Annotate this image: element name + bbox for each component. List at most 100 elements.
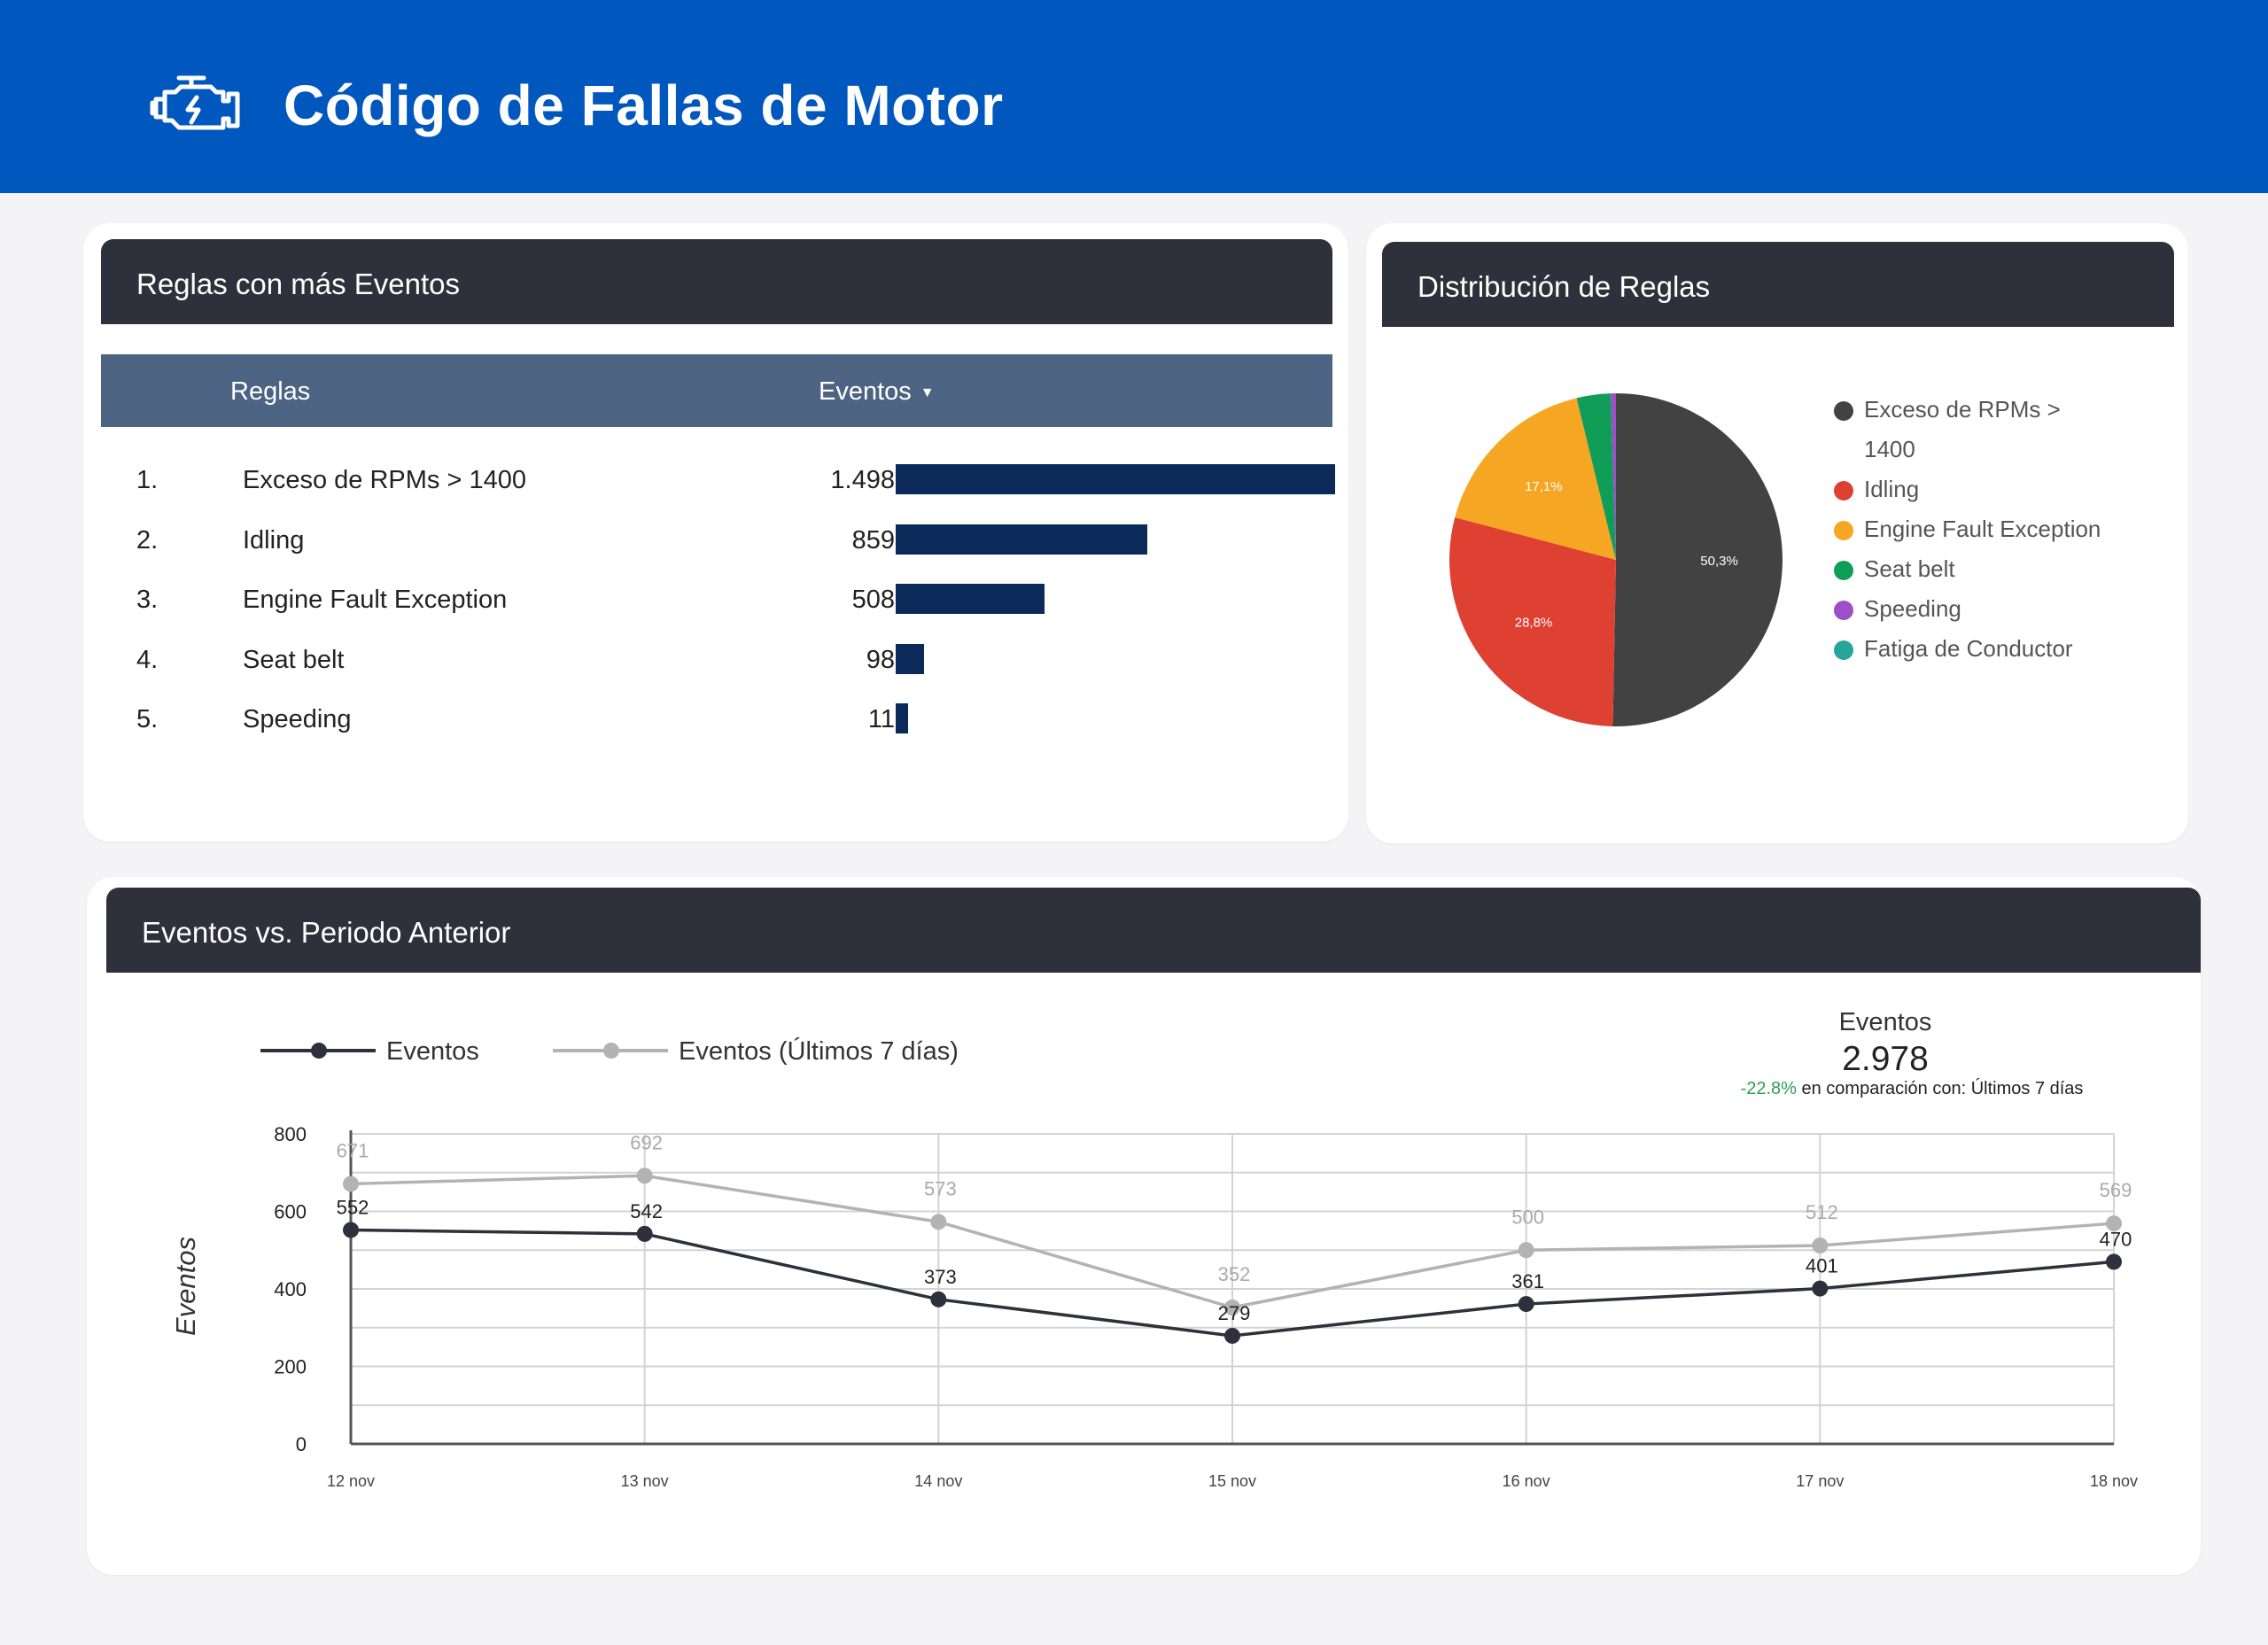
row-bar: [896, 524, 1147, 555]
x-tick-label: 14 nov: [914, 1472, 962, 1490]
pie-slice: [1455, 398, 1616, 560]
top-rules-title: Reglas con más Eventos: [136, 268, 461, 300]
pie-slice: [1449, 517, 1616, 726]
legend-item[interactable]: Engine Fault Exception: [1834, 509, 2117, 549]
kpi-delta: -22.8%: [1740, 1079, 1797, 1098]
row-value: 98: [866, 645, 895, 674]
pie-slice-label: 50,3%: [1700, 554, 1738, 569]
row-label: Seat belt: [243, 645, 345, 674]
table-row[interactable]: 3. Engine Fault Exception 508: [101, 573, 1332, 626]
page-title: Código de Fallas de Motor: [284, 74, 1004, 137]
x-tick-label: 15 nov: [1208, 1472, 1256, 1490]
data-label: 373: [924, 1266, 957, 1288]
legend-item[interactable]: Speeding: [1834, 589, 2117, 629]
distribution-pie-chart: 50,3% 28,8% 17,1%: [1449, 393, 1783, 726]
y-axis-label: Eventos: [170, 1237, 201, 1336]
legend-item[interactable]: Exceso de RPMs > 1400: [1834, 390, 2117, 469]
x-tick-label: 17 nov: [1796, 1472, 1844, 1490]
column-header-rules[interactable]: Reglas: [230, 377, 311, 406]
data-point: [1518, 1296, 1534, 1313]
column-header-events[interactable]: Eventos ▼: [819, 377, 935, 407]
data-label: 279: [1218, 1302, 1251, 1324]
row-label: Exceso de RPMs > 1400: [243, 466, 526, 494]
data-point: [1812, 1280, 1829, 1297]
row-value: 11: [867, 705, 895, 733]
kpi-comparison: -22.8% en comparación con: Últimos 7 día…: [1593, 1079, 2231, 1099]
data-label: 569: [2100, 1179, 2132, 1201]
legend-item[interactable]: Idling: [1834, 469, 2117, 509]
data-label: 573: [924, 1177, 957, 1199]
distribution-title: Distribución de Reglas: [1418, 270, 1711, 303]
legend-label: Seat belt: [1864, 555, 1955, 582]
legend-label: Exceso de RPMs > 1400: [1864, 396, 2061, 462]
sort-desc-icon: ▼: [920, 385, 935, 400]
rules-table-header: Reglas Eventos ▼: [101, 354, 1332, 427]
data-point: [343, 1176, 359, 1192]
row-rank: 4.: [136, 645, 159, 674]
legend-label: Engine Fault Exception: [1864, 516, 2101, 542]
y-tick-label: 0: [296, 1433, 307, 1455]
row-value: 508: [851, 586, 895, 614]
legend-label: Eventos (Últimos 7 días): [679, 1036, 959, 1066]
pie-slice: [1611, 393, 1616, 560]
trend-title: Eventos vs. Periodo Anterior: [142, 916, 511, 949]
table-row[interactable]: 2. Idling 859: [101, 514, 1332, 567]
data-point: [930, 1291, 947, 1307]
row-label: Idling: [243, 525, 305, 555]
data-label: 500: [1511, 1206, 1544, 1228]
row-rank: 1.: [136, 466, 159, 494]
table-row[interactable]: 4. Seat belt 98: [101, 633, 1332, 687]
table-row[interactable]: 5. Speeding 11: [101, 693, 1332, 746]
data-point: [930, 1214, 947, 1230]
top-rules-card: Reglas con más Eventos Reglas Eventos ▼ 1…: [83, 223, 1348, 842]
x-tick-label: 16 nov: [1503, 1472, 1550, 1490]
events-line-chart: 0 200 400 600 800 12 nov 13 nov 14 nov 15 nov 16 …: [170, 1036, 2138, 1490]
row-bar: [896, 643, 924, 674]
data-point: [636, 1168, 653, 1184]
legend-label: Fatiga de Conductor: [1864, 635, 2073, 662]
legend-swatch: [1834, 521, 1853, 540]
legend-swatch: [1834, 481, 1853, 500]
y-tick-label: 400: [274, 1278, 307, 1300]
table-row[interactable]: 1. Exceso de RPMs > 1400 1.498: [101, 454, 1335, 507]
legend-swatch: [1834, 561, 1853, 580]
data-point: [1518, 1242, 1534, 1259]
data-label: 692: [630, 1131, 663, 1153]
x-tick-label: 13 nov: [621, 1472, 669, 1490]
column-header-events-label: Eventos: [819, 377, 912, 406]
pie-slice: [1612, 393, 1783, 726]
data-point: [636, 1225, 653, 1242]
x-tick-label: 12 nov: [327, 1472, 375, 1490]
legend-item[interactable]: Seat belt: [1834, 549, 2117, 589]
data-label: 470: [2100, 1228, 2132, 1250]
data-label: 542: [630, 1200, 663, 1222]
row-label: Speeding: [243, 705, 352, 733]
pie-slice: [1576, 393, 1616, 560]
legend-marker: [311, 1043, 327, 1059]
row-rank: 2.: [136, 525, 159, 555]
distribution-header: Distribución de Reglas: [1382, 242, 2174, 327]
data-point: [2106, 1253, 2122, 1270]
y-tick-label: 800: [274, 1123, 307, 1145]
legend-swatch: [1834, 601, 1853, 620]
row-value: 1.498: [830, 466, 895, 494]
data-label: 671: [337, 1139, 369, 1161]
legend-item[interactable]: Fatiga de Conductor: [1834, 629, 2117, 669]
data-point: [1224, 1327, 1240, 1344]
data-label: 352: [1218, 1263, 1251, 1285]
data-point: [2106, 1215, 2122, 1232]
row-rank: 3.: [136, 586, 159, 614]
row-label: Engine Fault Exception: [243, 586, 508, 614]
legend-label: Idling: [1864, 476, 1920, 502]
data-label: 361: [1511, 1270, 1544, 1292]
data-label: 552: [337, 1197, 369, 1219]
data-point: [1812, 1238, 1829, 1253]
trend-header: Eventos vs. Periodo Anterior: [106, 888, 2201, 973]
legend-marker: [603, 1043, 619, 1059]
kpi-value: 2.978: [1842, 1040, 1929, 1078]
kpi-comparison-text: en comparación con: Últimos 7 días: [1801, 1079, 2084, 1098]
row-bar: [896, 584, 1045, 614]
row-rank: 5.: [136, 705, 159, 733]
legend-label: Eventos: [386, 1037, 479, 1066]
row-bar: [896, 703, 908, 733]
